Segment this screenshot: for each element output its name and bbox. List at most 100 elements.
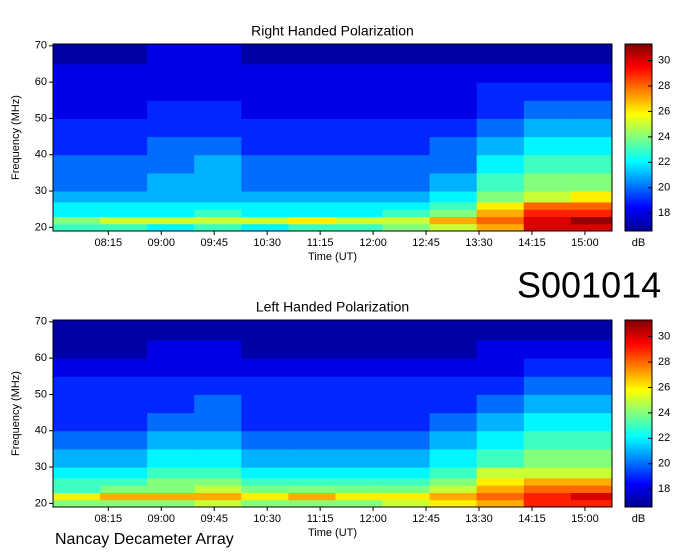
heat-cell bbox=[476, 492, 525, 501]
heat-cell bbox=[429, 358, 478, 377]
colorbar-tick-label: 20 bbox=[658, 182, 670, 194]
heat-cell bbox=[147, 467, 195, 479]
heat-cell bbox=[53, 191, 101, 203]
heat-cell bbox=[288, 216, 336, 225]
heat-cell bbox=[429, 430, 478, 450]
heat-cell bbox=[476, 63, 525, 83]
heat-cell bbox=[53, 492, 101, 501]
heat-cell bbox=[194, 430, 242, 450]
heat-cell bbox=[147, 136, 195, 156]
heat-cell bbox=[53, 44, 101, 65]
heat-cell bbox=[570, 499, 613, 508]
heat-cell bbox=[570, 376, 613, 395]
heat-cell bbox=[570, 172, 613, 192]
heat-cell bbox=[241, 394, 289, 414]
heat-cell bbox=[523, 82, 572, 101]
heat-cell bbox=[335, 216, 384, 225]
heat-cell bbox=[53, 358, 101, 377]
heat-cell bbox=[53, 485, 101, 493]
heat-cell bbox=[53, 172, 101, 192]
heat-cell bbox=[147, 485, 195, 493]
heat-cell bbox=[523, 209, 572, 217]
heat-cell bbox=[335, 172, 384, 192]
heat-cell bbox=[335, 376, 384, 395]
y-tick-label: 40 bbox=[35, 149, 47, 161]
heat-cell bbox=[194, 172, 242, 192]
heat-cell bbox=[288, 499, 336, 508]
heat-cell bbox=[147, 44, 195, 65]
heat-cell bbox=[147, 339, 195, 359]
colorbar-tick-label: 30 bbox=[658, 330, 670, 342]
heat-cell bbox=[429, 320, 478, 341]
heat-cell bbox=[241, 485, 289, 493]
y-axis-label: Frequency (MHz) bbox=[10, 95, 22, 180]
heat-cell bbox=[288, 358, 336, 377]
heat-cell bbox=[288, 118, 336, 138]
heat-cell bbox=[100, 136, 148, 156]
heat-cell bbox=[147, 172, 195, 192]
heat-cell bbox=[382, 358, 431, 377]
heat-cell bbox=[241, 448, 289, 468]
x-tick-label: 15:00 bbox=[571, 513, 599, 525]
heat-cell bbox=[288, 376, 336, 395]
heat-cell bbox=[523, 63, 572, 83]
colorbar-tick-label: 18 bbox=[658, 483, 670, 495]
heat-cell bbox=[147, 358, 195, 377]
heat-cell bbox=[570, 191, 613, 203]
heat-cell bbox=[570, 100, 613, 119]
heat-cell bbox=[429, 448, 478, 468]
heat-cell bbox=[335, 320, 384, 341]
session-id: S001014 bbox=[517, 265, 661, 306]
heat-cell bbox=[241, 376, 289, 395]
heat-cell bbox=[429, 492, 478, 501]
heat-cell bbox=[241, 172, 289, 192]
heat-cell bbox=[523, 394, 572, 414]
x-tick-label: 12:00 bbox=[359, 513, 387, 525]
x-tick-label: 10:30 bbox=[253, 513, 281, 525]
heat-cell bbox=[382, 448, 431, 468]
heat-cell bbox=[100, 209, 148, 217]
heat-cell bbox=[194, 209, 242, 217]
heat-cell bbox=[429, 485, 478, 493]
heat-cell bbox=[429, 412, 478, 432]
heat-cell bbox=[100, 191, 148, 203]
heat-cell bbox=[476, 477, 525, 486]
heat-cell bbox=[147, 320, 195, 341]
heat-cell bbox=[194, 394, 242, 414]
heat-cell bbox=[382, 201, 431, 210]
heat-cell bbox=[100, 216, 148, 225]
heat-cell bbox=[288, 100, 336, 119]
heat-cell bbox=[335, 63, 384, 83]
heat-cell bbox=[335, 492, 384, 501]
heat-cell bbox=[147, 216, 195, 225]
heat-cell bbox=[570, 492, 613, 501]
heat-cell bbox=[570, 82, 613, 101]
heat-cell bbox=[241, 100, 289, 119]
x-axis-label: Time (UT) bbox=[308, 251, 357, 263]
heat-cell bbox=[476, 191, 525, 203]
x-tick-label: 08:15 bbox=[95, 513, 123, 525]
heat-cell bbox=[53, 430, 101, 450]
heat-cell bbox=[382, 209, 431, 217]
heat-cell bbox=[476, 154, 525, 174]
heat-cell bbox=[523, 477, 572, 486]
heat-cell bbox=[476, 412, 525, 432]
heat-cell bbox=[147, 430, 195, 450]
heat-cell bbox=[194, 82, 242, 101]
heat-cell bbox=[100, 63, 148, 83]
heat-cell bbox=[288, 339, 336, 359]
heat-cell bbox=[523, 448, 572, 468]
heat-cell bbox=[194, 201, 242, 210]
heat-cell bbox=[382, 100, 431, 119]
heat-cell bbox=[241, 201, 289, 210]
heat-cell bbox=[382, 339, 431, 359]
heat-cell bbox=[476, 136, 525, 156]
y-tick-label: 20 bbox=[35, 221, 47, 233]
x-tick-label: 14:15 bbox=[518, 513, 546, 525]
heat-cell bbox=[476, 467, 525, 479]
colorbar-tick-label: 26 bbox=[658, 381, 670, 393]
heat-cell bbox=[523, 118, 572, 138]
heat-cell bbox=[570, 136, 613, 156]
heat-cell bbox=[288, 467, 336, 479]
